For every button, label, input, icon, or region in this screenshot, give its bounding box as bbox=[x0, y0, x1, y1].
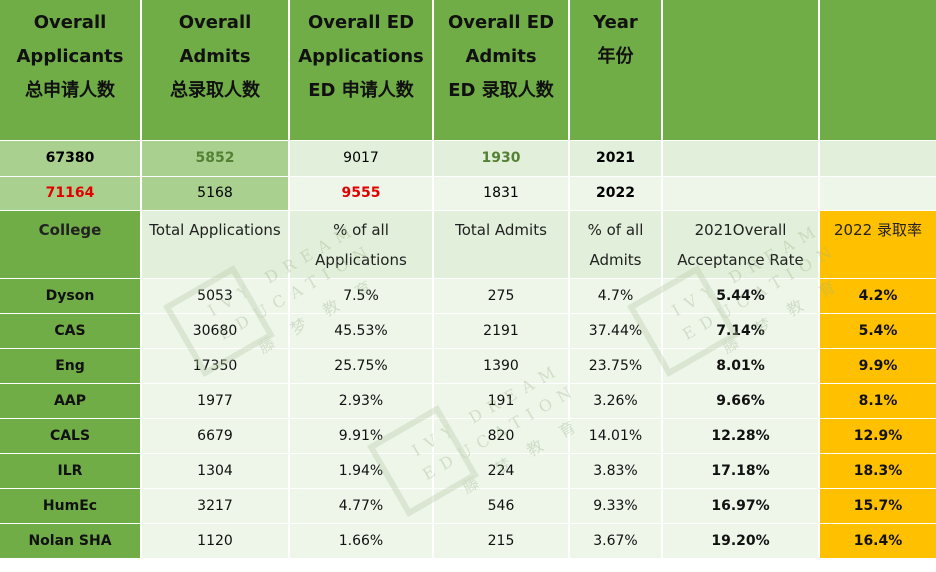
table-row: ILR 1304 1.94% 224 3.83% 17.18% 18.3% bbox=[0, 453, 936, 489]
rate-2021-cell: 9.66% bbox=[662, 383, 820, 419]
rate-2021-cell: 8.01% bbox=[662, 348, 820, 384]
summary-applicants: 67380 bbox=[0, 140, 142, 177]
table-row: CAS 30680 45.53% 2191 37.44% 7.14% 5.4% bbox=[0, 313, 936, 349]
rate-2021-cell: 17.18% bbox=[662, 453, 820, 489]
subheader-total-admits: Total Admits bbox=[433, 210, 570, 279]
table-row: CALS 6679 9.91% 820 14.01% 12.28% 12.9% bbox=[0, 418, 936, 454]
total-applications-cell: 1120 bbox=[141, 523, 290, 559]
summary-admits: 5168 bbox=[141, 176, 290, 211]
total-applications-cell: 1304 bbox=[141, 453, 290, 489]
summary-row-2021: 67380 5852 9017 1930 2021 bbox=[0, 140, 936, 177]
pct-applications-cell: 4.77% bbox=[289, 488, 434, 524]
summary-empty-2 bbox=[819, 176, 936, 211]
rate-2022-cell: 16.4% bbox=[819, 523, 936, 559]
summary-empty-1 bbox=[662, 176, 820, 211]
rate-2022-cell: 5.4% bbox=[819, 313, 936, 349]
summary-ed-applications: 9555 bbox=[289, 176, 434, 211]
pct-admits-cell: 37.44% bbox=[569, 313, 663, 349]
college-name: Nolan SHA bbox=[0, 523, 142, 559]
total-admits-cell: 275 bbox=[433, 278, 570, 314]
header-ed-applications: Overall ED Applications ED 申请人数 bbox=[289, 0, 434, 141]
pct-applications-cell: 9.91% bbox=[289, 418, 434, 454]
subheader-rate-2021: 2021Overall Acceptance Rate bbox=[662, 210, 820, 279]
pct-admits-cell: 3.83% bbox=[569, 453, 663, 489]
header-year: Year 年份 bbox=[569, 0, 663, 141]
summary-ed-admits: 1930 bbox=[433, 140, 570, 177]
total-applications-cell: 5053 bbox=[141, 278, 290, 314]
summary-year: 2022 bbox=[569, 176, 663, 211]
table-row: AAP 1977 2.93% 191 3.26% 9.66% 8.1% bbox=[0, 383, 936, 419]
rate-2021-cell: 16.97% bbox=[662, 488, 820, 524]
college-name: Dyson bbox=[0, 278, 142, 314]
pct-applications-cell: 25.75% bbox=[289, 348, 434, 384]
table-row: Dyson 5053 7.5% 275 4.7% 5.44% 4.2% bbox=[0, 278, 936, 314]
total-admits-cell: 191 bbox=[433, 383, 570, 419]
summary-ed-admits: 1831 bbox=[433, 176, 570, 211]
rate-2021-cell: 5.44% bbox=[662, 278, 820, 314]
summary-empty-1 bbox=[662, 140, 820, 177]
table-row: HumEc 3217 4.77% 546 9.33% 16.97% 15.7% bbox=[0, 488, 936, 524]
subheader-total-applications: Total Applications bbox=[141, 210, 290, 279]
total-applications-cell: 6679 bbox=[141, 418, 290, 454]
summary-year: 2021 bbox=[569, 140, 663, 177]
summary-ed-applications: 9017 bbox=[289, 140, 434, 177]
header-ed-admits: Overall ED Admits ED 录取人数 bbox=[433, 0, 570, 141]
rate-2022-cell: 8.1% bbox=[819, 383, 936, 419]
pct-admits-cell: 3.67% bbox=[569, 523, 663, 559]
pct-admits-cell: 3.26% bbox=[569, 383, 663, 419]
summary-row-2022: 71164 5168 9555 1831 2022 bbox=[0, 176, 936, 211]
summary-empty-2 bbox=[819, 140, 936, 177]
rate-2021-cell: 7.14% bbox=[662, 313, 820, 349]
rate-2022-cell: 9.9% bbox=[819, 348, 936, 384]
total-applications-cell: 1977 bbox=[141, 383, 290, 419]
header-empty-1 bbox=[662, 0, 820, 141]
header-overall-admits: Overall Admits 总录取人数 bbox=[141, 0, 290, 141]
header-row: Overall Applicants 总申请人数 Overall Admits 总录取人… bbox=[0, 0, 936, 141]
total-admits-cell: 224 bbox=[433, 453, 570, 489]
total-admits-cell: 820 bbox=[433, 418, 570, 454]
rate-2021-cell: 12.28% bbox=[662, 418, 820, 454]
college-name: CALS bbox=[0, 418, 142, 454]
pct-applications-cell: 45.53% bbox=[289, 313, 434, 349]
pct-admits-cell: 23.75% bbox=[569, 348, 663, 384]
subheader-pct-admits: % of all Admits bbox=[569, 210, 663, 279]
total-admits-cell: 546 bbox=[433, 488, 570, 524]
college-rows: Dyson 5053 7.5% 275 4.7% 5.44% 4.2% CAS 30680 45.… bbox=[0, 278, 936, 559]
total-applications-cell: 17350 bbox=[141, 348, 290, 384]
subheader-row: College Total Applications % of all Appli… bbox=[0, 210, 936, 279]
header-overall-applicants: Overall Applicants 总申请人数 bbox=[0, 0, 142, 141]
pct-applications-cell: 7.5% bbox=[289, 278, 434, 314]
college-name: ILR bbox=[0, 453, 142, 489]
table-row: Eng 17350 25.75% 1390 23.75% 8.01% 9.9% bbox=[0, 348, 936, 384]
rate-2022-cell: 15.7% bbox=[819, 488, 936, 524]
college-name: CAS bbox=[0, 313, 142, 349]
admissions-table: Overall Applicants 总申请人数 Overall Admits 总录取人… bbox=[0, 0, 936, 559]
header-empty-2 bbox=[819, 0, 936, 141]
rate-2022-cell: 12.9% bbox=[819, 418, 936, 454]
pct-applications-cell: 1.94% bbox=[289, 453, 434, 489]
pct-applications-cell: 2.93% bbox=[289, 383, 434, 419]
total-admits-cell: 215 bbox=[433, 523, 570, 559]
college-name: Eng bbox=[0, 348, 142, 384]
total-applications-cell: 3217 bbox=[141, 488, 290, 524]
pct-admits-cell: 14.01% bbox=[569, 418, 663, 454]
total-admits-cell: 2191 bbox=[433, 313, 570, 349]
pct-admits-cell: 4.7% bbox=[569, 278, 663, 314]
pct-applications-cell: 1.66% bbox=[289, 523, 434, 559]
total-admits-cell: 1390 bbox=[433, 348, 570, 384]
subheader-rate-2022: 2022 录取率 bbox=[819, 210, 936, 279]
rate-2022-cell: 4.2% bbox=[819, 278, 936, 314]
subheader-pct-applications: % of all Applications bbox=[289, 210, 434, 279]
college-name: AAP bbox=[0, 383, 142, 419]
summary-applicants: 71164 bbox=[0, 176, 142, 211]
table-row: Nolan SHA 1120 1.66% 215 3.67% 19.20% 16.4% bbox=[0, 523, 936, 559]
college-name: HumEc bbox=[0, 488, 142, 524]
subheader-college: College bbox=[0, 210, 142, 279]
total-applications-cell: 30680 bbox=[141, 313, 290, 349]
rate-2022-cell: 18.3% bbox=[819, 453, 936, 489]
rate-2021-cell: 19.20% bbox=[662, 523, 820, 559]
pct-admits-cell: 9.33% bbox=[569, 488, 663, 524]
summary-admits: 5852 bbox=[141, 140, 290, 177]
